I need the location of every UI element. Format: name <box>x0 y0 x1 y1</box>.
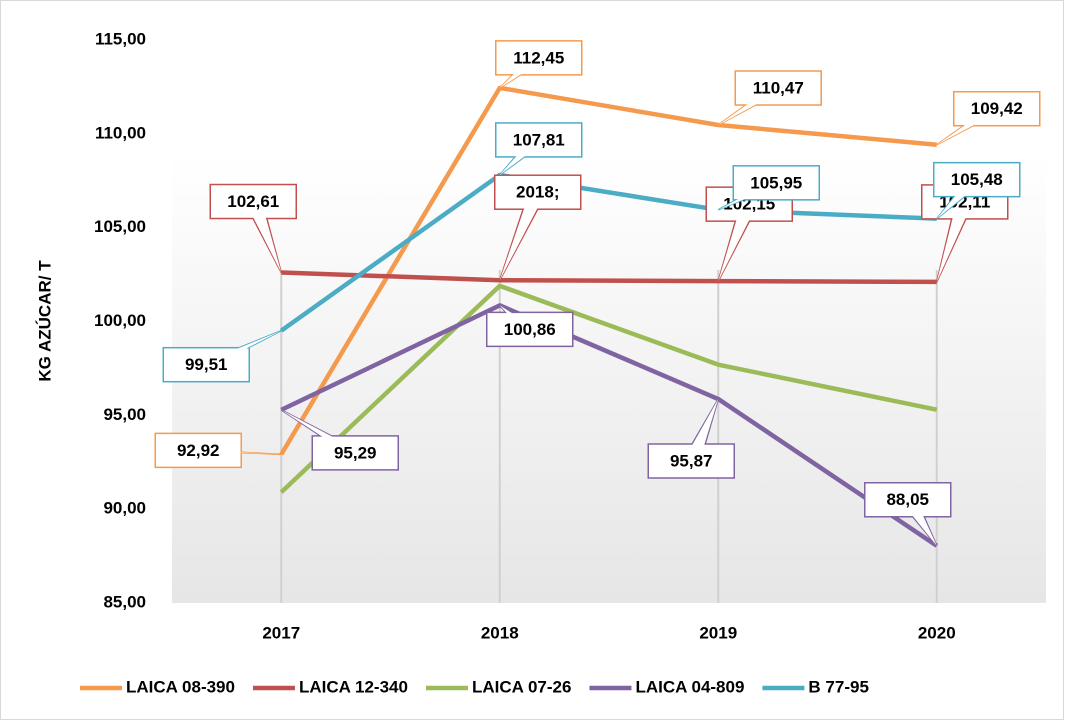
y-tick-label: 85,00 <box>103 592 146 611</box>
series-line <box>279 85 937 456</box>
callout-pointer-fill <box>718 182 785 210</box>
data-label: 110,47 <box>717 70 822 126</box>
callout-pointer-fill <box>718 204 758 282</box>
data-label-text: 95,29 <box>334 443 377 462</box>
data-label-text: 105,95 <box>750 173 802 192</box>
y-tick-label: 95,00 <box>103 405 146 424</box>
data-label: 109,42 <box>936 90 1041 146</box>
data-label: 107,81 <box>495 122 583 176</box>
callout-pointer-fill <box>936 108 1005 145</box>
callout-pointer-fill <box>499 139 547 175</box>
data-label-text: 107,81 <box>513 130 565 149</box>
callout-pointer-fill <box>281 409 364 453</box>
data-label-text: 109,42 <box>971 99 1023 118</box>
series-line <box>279 283 938 494</box>
data-label: 88,05 <box>864 482 952 547</box>
data-label-text: 2018; <box>516 183 559 202</box>
callout-pointer-fill <box>936 201 973 282</box>
y-tick-label: 105,00 <box>94 217 146 236</box>
y-tick-label: 115,00 <box>95 29 146 48</box>
series-line <box>280 303 939 548</box>
y-tick-label: 110,00 <box>95 123 146 142</box>
data-label-text: 92,92 <box>177 441 220 460</box>
callout-pointer-fill <box>718 88 787 126</box>
legend-label: LAICA 12-340 <box>299 677 408 696</box>
y-axis-title: KG AZÚCAR/ T <box>35 260 54 382</box>
legend-label: LAICA 04-809 <box>635 677 744 696</box>
data-label: 2018; <box>494 174 582 281</box>
data-label-text: 110,47 <box>753 78 804 97</box>
data-label-text: 112,45 <box>513 48 564 67</box>
data-label: 102,61 <box>209 183 297 273</box>
data-label-text: 99,51 <box>185 355 228 374</box>
data-label: 95,87 <box>647 398 735 479</box>
data-label: 100,86 <box>486 304 574 348</box>
x-tick-label: 2018 <box>481 623 519 642</box>
callout-pointer-fill <box>499 57 547 88</box>
y-tick-label: 90,00 <box>103 499 146 518</box>
callout-pointer-fill <box>499 305 538 330</box>
data-label: 95,29 <box>280 409 399 471</box>
data-label: 99,51 <box>162 330 282 383</box>
callout-pointer-fill <box>190 450 282 455</box>
data-label: 105,48 <box>933 161 1021 220</box>
callout-pointer-fill <box>198 330 282 365</box>
series-line <box>281 270 937 285</box>
data-label-text: 100,86 <box>504 320 556 339</box>
callout-pointer-fill <box>245 201 282 273</box>
data-label: 112,45 <box>495 40 583 89</box>
data-label: 105,95 <box>717 165 820 211</box>
data-label-text: 102,61 <box>227 192 279 211</box>
y-tick-label: 100,00 <box>94 311 146 330</box>
callout-pointer-fill <box>683 399 719 462</box>
callout-pointer-fill <box>899 499 937 546</box>
legend-label: LAICA 07-26 <box>472 677 572 696</box>
data-label-text: 88,05 <box>886 490 929 509</box>
legend-label: LAICA 08-390 <box>126 677 235 696</box>
x-tick-label: 2017 <box>262 623 300 642</box>
data-label-text: 105,48 <box>951 170 1003 189</box>
data-label-text: 95,87 <box>670 451 713 470</box>
series-line <box>279 172 937 333</box>
callout-pointer-fill <box>499 192 546 281</box>
data-label: 92,92 <box>154 432 282 469</box>
x-tick-label: 2020 <box>918 623 956 642</box>
x-tick-label: 2019 <box>699 623 737 642</box>
callout-pointer-fill <box>936 179 985 219</box>
legend-label: B 77-95 <box>808 677 868 696</box>
